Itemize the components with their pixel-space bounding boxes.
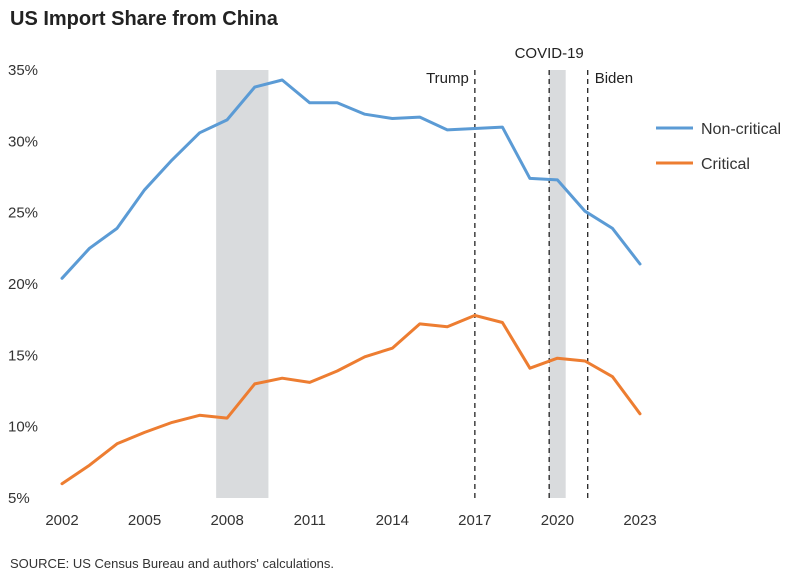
marker-label: Trump bbox=[426, 70, 469, 87]
y-tick-label: 20% bbox=[8, 276, 38, 293]
series-line-critical bbox=[60, 313, 642, 486]
x-tick-label: 2005 bbox=[128, 512, 161, 529]
x-tick-label: 2008 bbox=[210, 512, 243, 529]
x-axis: 2002 2005 2008 2011 2014 2017 2020 2023 bbox=[45, 512, 656, 529]
shaded-regions bbox=[216, 70, 566, 498]
legend-label: Non-critical bbox=[701, 121, 781, 138]
marker-label: COVID-19 bbox=[515, 45, 584, 62]
marker-label: Biden bbox=[595, 70, 633, 87]
vertical-markers: Trump COVID-19 Biden bbox=[426, 45, 633, 498]
y-tick-label: 25% bbox=[8, 205, 38, 222]
y-tick-label: 35% bbox=[8, 62, 38, 79]
y-tick-label: 5% bbox=[8, 490, 30, 507]
x-tick-label: 2020 bbox=[541, 512, 574, 529]
shaded-region-0 bbox=[216, 70, 269, 498]
y-axis: 5% 10% 15% 20% 25% 30% 35% bbox=[8, 62, 38, 507]
x-tick-label: 2011 bbox=[294, 512, 326, 529]
y-tick-label: 10% bbox=[8, 419, 38, 436]
y-tick-label: 15% bbox=[8, 347, 38, 364]
y-tick-label: 30% bbox=[8, 133, 38, 150]
x-tick-label: 2002 bbox=[45, 512, 78, 529]
x-tick-label: 2014 bbox=[376, 512, 409, 529]
x-tick-label: 2023 bbox=[623, 512, 656, 529]
x-tick-label: 2017 bbox=[458, 512, 491, 529]
series-line-non-critical bbox=[60, 78, 642, 280]
shaded-region-1 bbox=[549, 70, 566, 498]
legend-label: Critical bbox=[701, 156, 750, 173]
chart-title: US Import Share from China bbox=[10, 8, 279, 30]
source-note: SOURCE: US Census Bureau and authors' ca… bbox=[10, 556, 334, 571]
series-lines bbox=[60, 78, 642, 486]
legend: Non-critical Critical bbox=[656, 121, 781, 173]
